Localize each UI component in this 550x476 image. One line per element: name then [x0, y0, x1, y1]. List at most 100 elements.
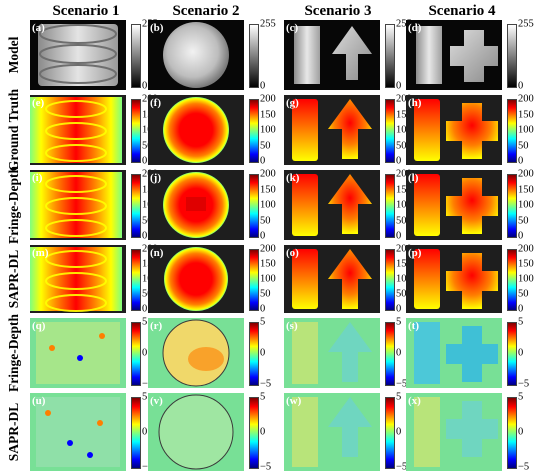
colorbar-tick-label: −5	[518, 378, 530, 390]
panel-letter: (r)	[150, 320, 163, 332]
cylinder-depth-shape	[292, 249, 318, 309]
colorbar-tick-label: 100	[396, 199, 412, 211]
cylinder-depth-shape	[292, 99, 318, 161]
colorbar-tick-label: 0	[518, 347, 524, 359]
colorbar-tick-label: 0	[260, 80, 266, 92]
colorbar-tick-label: 150	[396, 184, 412, 195]
arrow-error-map	[328, 397, 372, 457]
colorbar-tick-label: 100	[260, 199, 276, 211]
sphere-depth-shape	[163, 172, 229, 238]
panel-letter: (h)	[408, 97, 422, 109]
colorbar-tick-label: 200	[396, 243, 412, 255]
panel-letter: (f)	[150, 97, 161, 109]
sphere-depth-shape	[163, 97, 229, 163]
colorbar-tick-label: 0	[396, 303, 402, 315]
colorbar-tick-label: −5	[260, 378, 272, 390]
panel-depth-scenario-3: (g)	[284, 95, 380, 165]
colorbar-tick-label: 100	[518, 124, 534, 136]
colorbar-tick-label: 0	[142, 80, 148, 92]
colorbar-tick-label: 150	[260, 184, 276, 195]
colorbar-tick-label: 100	[260, 124, 276, 136]
vase-error-map	[36, 397, 120, 467]
colorbar-tick-label: 0	[260, 347, 266, 359]
colorbar-tick-label: 0	[260, 426, 266, 438]
colorbar-tick-label: 50	[260, 288, 271, 300]
colorbar	[507, 24, 517, 88]
cylinder-error-map	[414, 322, 440, 384]
colorbar-tick-label: 0	[142, 426, 148, 438]
panel-letter: (v)	[150, 395, 163, 407]
cylinder-error-map	[292, 397, 318, 467]
panel-letter: (c)	[286, 22, 299, 34]
panel-letter: (l)	[408, 172, 419, 184]
colorbar-tick-label: 5	[518, 316, 524, 328]
sphere-depth-shape	[164, 247, 228, 311]
arrow-error-map	[328, 322, 372, 382]
colorbar-tick-label: 0	[260, 155, 266, 167]
cross-depth-shape	[446, 103, 498, 159]
panel-letter: (t)	[408, 320, 419, 332]
row-label-fringe-depth: Fringe-Depth	[0, 314, 28, 392]
colorbar-tick-label: 0	[518, 155, 524, 167]
colorbar-tick-label: −5	[142, 378, 154, 390]
colorbar-tick-label: 200	[260, 93, 276, 105]
colorbar-tick-label: −5	[260, 461, 272, 473]
panel-letter: (m)	[32, 247, 49, 259]
cylinder-error-map	[292, 322, 318, 384]
panel-letter: (q)	[32, 320, 46, 332]
colorbar-tick-label: 50	[396, 215, 407, 226]
colorbar	[249, 397, 259, 469]
colorbar	[385, 322, 395, 386]
row-label-text: Fringe-Depth	[6, 314, 21, 392]
vase-depth-shape	[30, 172, 122, 238]
colorbar-tick-label: 50	[260, 215, 271, 226]
colorbar-tick-label: −5	[518, 461, 530, 473]
panel-depth-scenario-1: (m)	[30, 245, 126, 313]
colorbar-tick-label: 0	[142, 347, 148, 359]
vase-error-map	[36, 322, 120, 384]
column-header-scenario-1: Scenario 1	[52, 3, 120, 19]
colorbar	[385, 397, 395, 469]
colorbar-tick-label: 200	[260, 243, 276, 255]
colorbar-tick-label: 50	[396, 140, 407, 151]
colorbar-tick-label: 50	[518, 140, 529, 151]
row-label-fringe-depth: Fringe-Depth	[0, 166, 28, 244]
row-label-text: Fringe-Depth	[6, 166, 21, 244]
colorbar-tick-label: −5	[396, 461, 408, 473]
colorbar-tick-label: 0	[142, 230, 148, 242]
panel-error-scenario-3: (w)	[284, 393, 380, 471]
colorbar-tick-label: 50	[142, 288, 153, 300]
colorbar-tick-label: 0	[260, 303, 266, 315]
cylinder-error-map	[414, 397, 440, 467]
cylinder-depth-shape	[292, 174, 318, 236]
panel-error-scenario-1: (q)	[30, 318, 126, 388]
arrow-depth-shape	[328, 174, 372, 234]
panel-depth-scenario-2: (j)	[148, 170, 244, 240]
colorbar	[385, 24, 395, 88]
cylinder-depth-shape	[414, 174, 440, 236]
colorbar-tick-label: 5	[396, 316, 402, 328]
colorbar-tick-label: 5	[396, 391, 402, 403]
panel-depth-scenario-3: (o)	[284, 245, 380, 313]
colorbar	[131, 249, 141, 311]
colorbar-tick-label: 0	[396, 80, 402, 92]
colorbar-tick-label: 150	[396, 109, 412, 120]
colorbar	[131, 24, 141, 88]
colorbar-tick-label: 5	[518, 391, 524, 403]
colorbar-tick-label: 0	[396, 230, 402, 242]
column-header-scenario-2: Scenario 2	[172, 3, 240, 19]
colorbar-tick-label: 200	[518, 168, 534, 180]
colorbar-tick-label: 100	[518, 199, 534, 211]
row-label-sapr-dl: SAPR-DL	[0, 393, 28, 471]
colorbar-tick-label: 200	[518, 93, 534, 105]
column-header-scenario-4: Scenario 4	[428, 3, 496, 19]
panel-letter: (g)	[286, 97, 299, 109]
colorbar-tick-label: 5	[142, 391, 148, 403]
colorbar-tick-label: 50	[260, 140, 271, 151]
sphere-model-shape	[163, 22, 229, 88]
sphere-error-map	[158, 394, 234, 470]
row-label-text: Model	[6, 36, 21, 74]
colorbar-tick-label: 0	[518, 230, 524, 242]
panel-letter: (e)	[32, 97, 45, 109]
